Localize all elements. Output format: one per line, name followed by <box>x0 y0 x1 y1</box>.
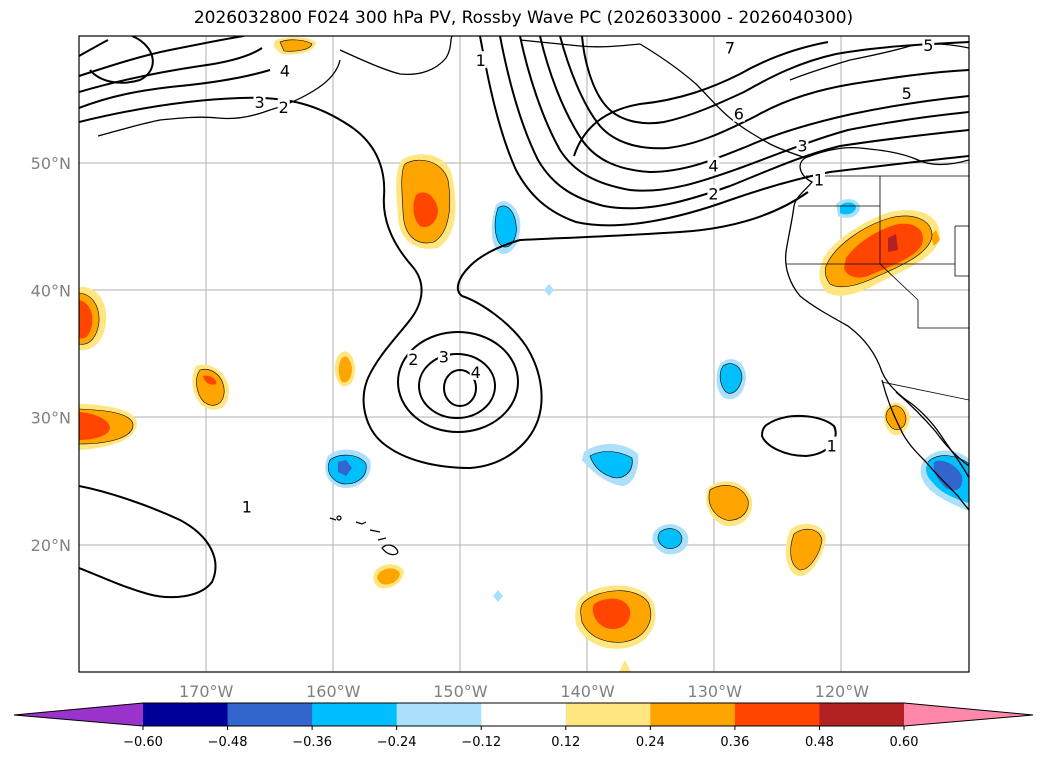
anomaly-blob-positive <box>79 404 138 450</box>
anomaly-blob-negative <box>652 524 689 555</box>
colorbar-bin <box>143 703 229 726</box>
longitude-label: 140°W <box>560 682 615 701</box>
colorbar-tick-label: 0.48 <box>805 735 834 750</box>
anomaly-blob-positive <box>706 481 753 527</box>
colorbar-bin <box>565 703 651 726</box>
anomaly-blob-positive <box>930 230 940 246</box>
colorbar-tick-label: 0.36 <box>720 735 749 750</box>
contour-label: 1 <box>814 171 824 190</box>
colorbar-bin <box>312 703 398 726</box>
map-background <box>79 36 969 672</box>
political-borders <box>786 175 969 401</box>
latitude-labels: 50°N 40°N 30°N 20°N <box>31 154 71 555</box>
contour-label-background <box>474 51 487 69</box>
anomaly-blob-positive <box>79 286 107 351</box>
colorbar-bin <box>396 703 482 726</box>
contour-label-background <box>469 362 482 380</box>
hawaiian-islands <box>329 515 399 556</box>
contour-label: 3 <box>439 348 449 367</box>
contour-label: 1 <box>476 51 486 70</box>
longitude-label: 120°W <box>815 682 870 701</box>
colorbar-tick-label: −0.24 <box>377 735 417 750</box>
rossby-wave-pc-fill <box>79 37 969 672</box>
anomaly-blob-positive <box>274 37 316 55</box>
colorbar-bin <box>819 703 905 726</box>
contour-label-background <box>732 104 745 122</box>
contour-label: 1 <box>827 437 837 456</box>
anomaly-blob-positive <box>334 351 356 387</box>
colorbar: −0.60 −0.48 −0.36 −0.24 −0.12 0.12 0.24 0.36 0.4… <box>13 702 1034 750</box>
contour-label: 2 <box>408 350 418 369</box>
colorbar-bin <box>734 703 820 726</box>
latitude-label: 30°N <box>31 409 71 428</box>
colorbar-underflow <box>14 703 143 726</box>
contour-label-background <box>707 184 720 202</box>
contour-label: 1 <box>242 498 252 517</box>
contour-label-background <box>812 170 825 188</box>
contour-label: 5 <box>902 84 912 103</box>
contour-label-background <box>922 36 935 53</box>
map-frame <box>78 35 970 673</box>
contour-label: 4 <box>471 363 481 382</box>
contour-label: 2 <box>279 98 289 117</box>
coastlines <box>97 36 969 511</box>
contour-label-background <box>437 347 450 365</box>
anomaly-blob-positive <box>373 564 404 589</box>
contour-label-background <box>278 61 291 79</box>
contour-label: 7 <box>725 38 735 57</box>
colorbar-bin <box>650 703 736 726</box>
anomaly-blob-negative <box>920 450 969 511</box>
contour-label: 6 <box>734 105 744 124</box>
contour-label: 4 <box>708 157 718 176</box>
colorbar-bin <box>227 703 313 726</box>
anomaly-blob-negative <box>544 284 554 296</box>
longitude-label: 130°W <box>688 682 743 701</box>
contour-label: 4 <box>280 61 290 80</box>
contour-label-background <box>825 436 838 454</box>
longitude-label: 160°W <box>306 682 361 701</box>
anomaly-blob-negative <box>493 590 503 602</box>
colorbar-tick-label: −0.48 <box>208 735 248 750</box>
latitude-label: 40°N <box>31 281 71 300</box>
anomaly-blob-positive <box>192 364 230 410</box>
colorbar-tick-label: 0.24 <box>636 735 665 750</box>
contour-label-background <box>796 136 809 154</box>
anomaly-blob-positive <box>575 585 656 649</box>
colorbar-tick-label: 0.12 <box>551 735 580 750</box>
anomaly-blob-negative <box>325 449 371 488</box>
contour-label: 3 <box>254 93 264 112</box>
colorbar-tick-label: −0.36 <box>292 735 332 750</box>
pv-contours <box>79 36 969 599</box>
contour-label-background <box>723 38 736 56</box>
colorbar-overflow <box>904 703 1033 726</box>
longitude-label: 170°W <box>179 682 234 701</box>
contour-label-background <box>707 156 720 174</box>
contour-label: 5 <box>923 36 933 55</box>
contour-label-background <box>240 497 253 515</box>
anomaly-blob-positive <box>619 660 631 672</box>
anomaly-blob-negative <box>836 199 860 218</box>
longitude-label: 150°W <box>433 682 488 701</box>
colorbar-tick-label: 0.60 <box>890 735 919 750</box>
contour-label: 3 <box>797 136 807 155</box>
latitude-label: 50°N <box>31 154 71 173</box>
latitude-label: 20°N <box>31 536 71 555</box>
contour-label-background <box>253 93 266 111</box>
colorbar-tick-label: −0.60 <box>123 735 163 750</box>
contour-label-background <box>277 98 290 116</box>
longitude-labels: 170°W 160°W 150°W 140°W 130°W 120°W <box>179 682 869 701</box>
contour-label: 2 <box>708 185 718 204</box>
colorbar-tick-label: −0.12 <box>461 735 501 750</box>
contour-label-background <box>407 350 420 368</box>
chart-title: 2026032800 F024 300 hPa PV, Rossby Wave … <box>193 8 854 28</box>
colorbar-bin <box>481 703 567 726</box>
contour-label-background <box>900 84 913 102</box>
anomaly-outlines <box>79 39 969 643</box>
anomaly-blob-positive <box>396 154 456 249</box>
